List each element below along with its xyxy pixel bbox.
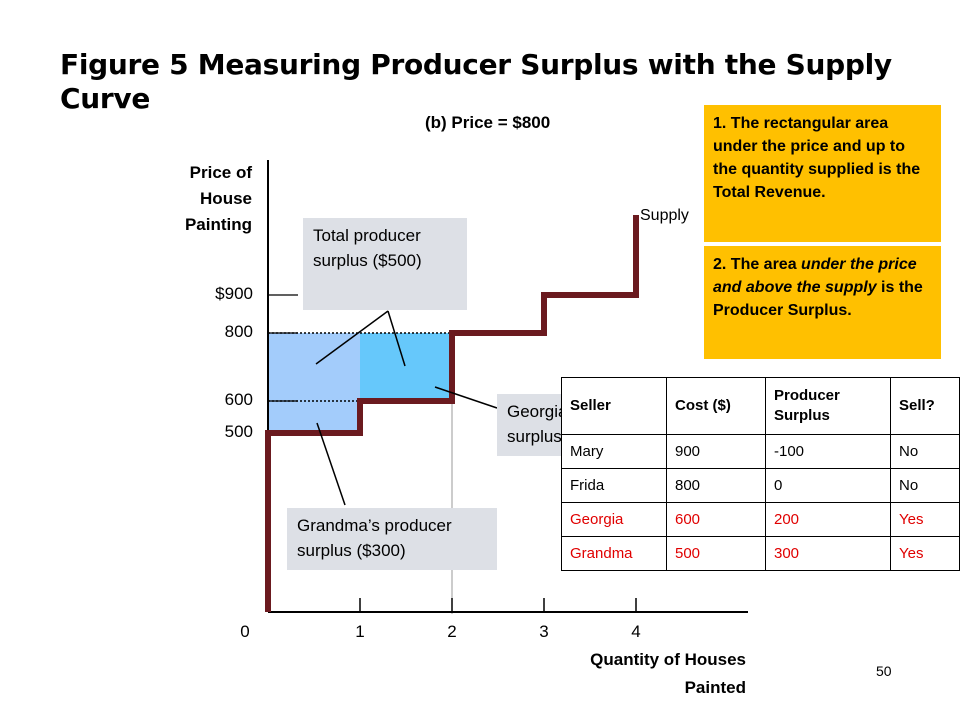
total-surplus-callout: Total producer surplus ($500)	[303, 218, 467, 310]
note2-part2: under the price and above the supply	[713, 256, 917, 296]
x-tick-label: 1	[355, 622, 365, 641]
note1-text: 1. The rectangular area under the price …	[713, 115, 921, 201]
cell-surplus: 200	[765, 502, 891, 537]
cell-cost: 800	[666, 468, 766, 503]
cell-seller: Grandma	[561, 536, 667, 571]
surplus-area-georgia	[360, 333, 452, 401]
table-row: Georgia 600 200 Yes	[561, 502, 960, 537]
table-row: Frida 800 0 No	[561, 468, 960, 503]
cell-sell: Yes	[890, 536, 960, 571]
cell-sell: Yes	[890, 502, 960, 537]
y-axis-label: Price of House Painting	[184, 163, 252, 234]
x-tick-label: 2	[447, 622, 457, 641]
header-sell: Sell?	[890, 377, 960, 435]
page-title: Figure 5 Measuring Producer Surplus with…	[60, 48, 892, 115]
georgia-pointer	[434, 386, 498, 409]
note2-part1: 2. The area	[713, 256, 802, 273]
seller-table: Seller Cost ($) Producer Surplus Sell? M…	[561, 377, 960, 571]
chart-subtitle: (b) Price = $800	[425, 113, 551, 132]
supply-curve-label: Supply	[640, 207, 689, 224]
header-seller: Seller	[561, 377, 667, 435]
cell-sell: No	[890, 468, 960, 503]
supply-curve	[265, 215, 639, 612]
grandma-pointer	[316, 422, 346, 506]
cell-surplus: 0	[765, 468, 891, 503]
grandma-surplus-callout: Grandma’s producer surplus ($300)	[287, 508, 497, 570]
page-number: 50	[876, 663, 892, 679]
cell-cost: 600	[666, 502, 766, 537]
y-tick-label: 500	[224, 422, 253, 441]
header-cost: Cost ($)	[666, 377, 766, 435]
x-tick-label: 0	[240, 622, 250, 641]
cell-seller: Georgia	[561, 502, 667, 537]
cell-cost: 900	[666, 434, 766, 469]
cell-sell: No	[890, 434, 960, 469]
cell-seller: Frida	[561, 468, 667, 503]
table-header-row: Seller Cost ($) Producer Surplus Sell?	[561, 377, 960, 435]
cell-surplus: 300	[765, 536, 891, 571]
table-row: Grandma 500 300 Yes	[561, 536, 960, 571]
total-revenue-note: 1. The rectangular area under the price …	[704, 105, 941, 242]
x-tick-label: 3	[539, 622, 549, 641]
cell-seller: Mary	[561, 434, 667, 469]
x-axis-label: Quantity of Houses Painted	[590, 650, 746, 697]
note2-part3: is the Producer Surplus.	[713, 279, 923, 319]
producer-surplus-note: 2. The area under the price and above th…	[704, 246, 941, 359]
cell-cost: 500	[666, 536, 766, 571]
y-tick-label: 600	[224, 390, 253, 409]
table-row: Mary 900 -100 No	[561, 434, 960, 469]
cell-surplus: -100	[765, 434, 891, 469]
x-tick-label: 4	[631, 622, 641, 641]
total-pointer-right	[387, 310, 406, 367]
header-surplus: Producer Surplus	[765, 377, 891, 435]
total-pointer-left	[315, 310, 389, 365]
y-tick-label: 800	[224, 322, 253, 341]
surplus-area-grandma	[268, 333, 360, 433]
y-tick-label: $900	[215, 284, 253, 303]
